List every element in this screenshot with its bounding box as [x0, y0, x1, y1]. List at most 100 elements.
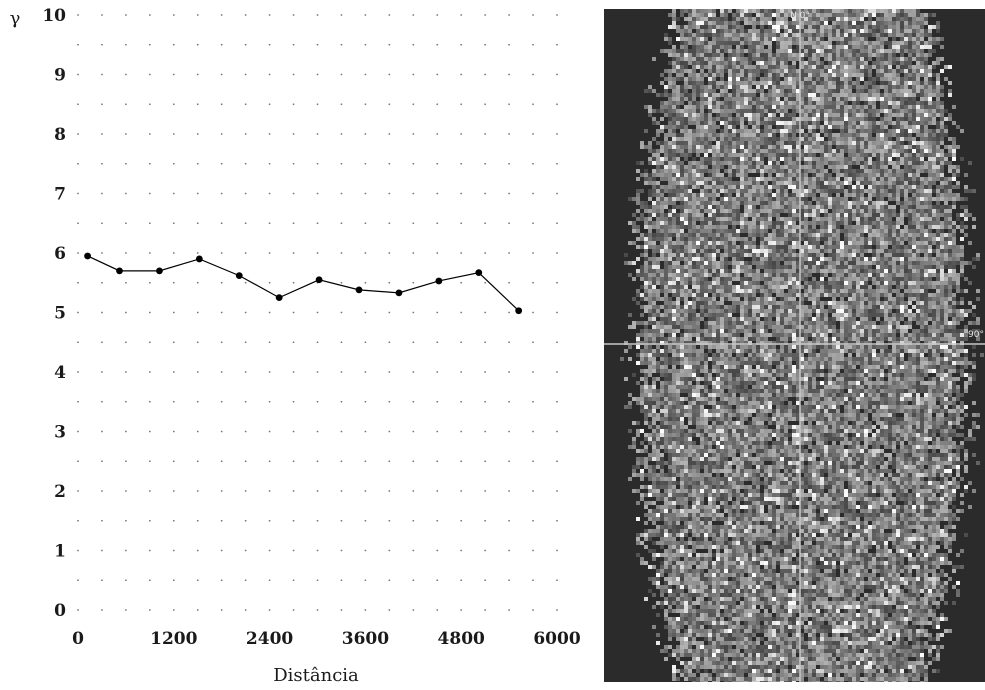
grid-dot: [172, 43, 175, 46]
grid-dot: [484, 311, 487, 314]
grid-dot: [125, 549, 127, 552]
grid-dot: [148, 73, 151, 76]
grid-dot: [508, 609, 510, 611]
grid-dot: [460, 43, 463, 46]
grid-dot: [364, 252, 367, 254]
grid-dot: [436, 490, 439, 492]
grid-dot: [412, 14, 415, 16]
grid-dot: [316, 341, 319, 344]
y-tick-label: 0: [54, 601, 66, 621]
grid-dot: [364, 162, 367, 165]
y-tick-label: 10: [42, 6, 66, 26]
x-tick-labels: 0 1200 2400 3600 4800 6000: [72, 629, 581, 649]
grid-dot: [125, 311, 127, 314]
grid-dot: [508, 549, 510, 552]
grid-dot: [244, 192, 247, 195]
grid-dot: [364, 490, 367, 492]
grid-dot: [340, 43, 343, 46]
grid-dot: [484, 579, 487, 582]
grid-dot: [460, 579, 463, 582]
grid-dot: [532, 430, 534, 433]
grid-dot: [388, 400, 391, 403]
grid-dot: [436, 460, 439, 463]
grid-dot: [556, 609, 558, 611]
grid-dot: [148, 341, 151, 344]
grid-dot: [148, 371, 151, 373]
grid-dot: [244, 311, 247, 314]
grid-dot: [508, 222, 510, 225]
grid-dot: [220, 430, 223, 433]
grid-dot: [244, 549, 247, 552]
grid-dot: [77, 371, 79, 373]
grid-dot: [125, 609, 127, 611]
grid-dot: [268, 400, 271, 403]
grid-dot: [292, 192, 295, 195]
grid-dot: [412, 311, 415, 314]
grid-dot: [388, 222, 391, 225]
grid-dot: [244, 14, 247, 16]
grid-dot: [412, 341, 415, 344]
grid-dot: [316, 43, 319, 46]
grid-dot: [340, 400, 343, 403]
grid-dot: [460, 222, 463, 225]
grid-dot: [316, 490, 319, 492]
grid-dot: [220, 162, 223, 165]
grid-dot: [364, 133, 367, 135]
grid-dot: [172, 549, 175, 552]
grid-dot: [364, 460, 367, 463]
grid-dot: [101, 460, 103, 463]
grid-dot: [292, 162, 295, 165]
grid-dot: [460, 133, 463, 135]
data-point: [275, 294, 283, 302]
grid-dot: [412, 192, 415, 195]
grid-dot: [220, 579, 223, 582]
grid-dot: [460, 371, 463, 373]
grid-dot: [436, 252, 439, 254]
grid-dot: [101, 519, 103, 522]
grid-dot: [412, 430, 415, 433]
grid-dot: [412, 549, 415, 552]
grid-dot: [316, 162, 319, 165]
grid-dot: [244, 73, 247, 76]
grid-dot: [172, 460, 175, 463]
grid-dot: [172, 609, 175, 611]
grid-dot: [508, 43, 510, 46]
grid-dot: [125, 371, 127, 373]
grid-dot: [532, 549, 534, 552]
grid-dot: [125, 579, 127, 582]
variogram-map-pixels: N 0° 90°: [604, 9, 985, 682]
grid-dot: [244, 103, 247, 106]
grid-dot: [244, 400, 247, 403]
grid-dot: [412, 162, 415, 165]
grid-dot: [172, 430, 175, 433]
grid-dot: [77, 281, 79, 284]
grid-dot: [244, 341, 247, 344]
grid-dot: [148, 490, 151, 492]
grid-dot: [556, 43, 558, 46]
grid-dot: [268, 371, 271, 373]
grid-dot: [268, 103, 271, 106]
grid-dot: [244, 133, 247, 135]
grid-dot: [484, 103, 487, 106]
grid-dot: [340, 609, 343, 611]
grid-dot: [532, 192, 534, 195]
grid-dot: [484, 192, 487, 195]
grid-dot: [460, 103, 463, 106]
grid-dot: [172, 341, 175, 344]
x-tick-label: 0: [72, 629, 84, 649]
grid-dot: [340, 371, 343, 373]
grid-dot: [196, 549, 199, 552]
grid-dot: [244, 43, 247, 46]
grid-dot: [292, 222, 295, 225]
grid-dot: [244, 430, 247, 433]
grid-dot: [220, 371, 223, 373]
grid-dot: [412, 103, 415, 106]
grid-dot: [340, 14, 343, 16]
grid-dot: [172, 162, 175, 165]
grid-dot: [460, 341, 463, 344]
y-tick-label: 3: [54, 423, 66, 443]
grid-dot: [172, 133, 175, 135]
grid-dot: [220, 400, 223, 403]
grid-dot: [484, 609, 487, 611]
grid-dot: [460, 430, 463, 433]
